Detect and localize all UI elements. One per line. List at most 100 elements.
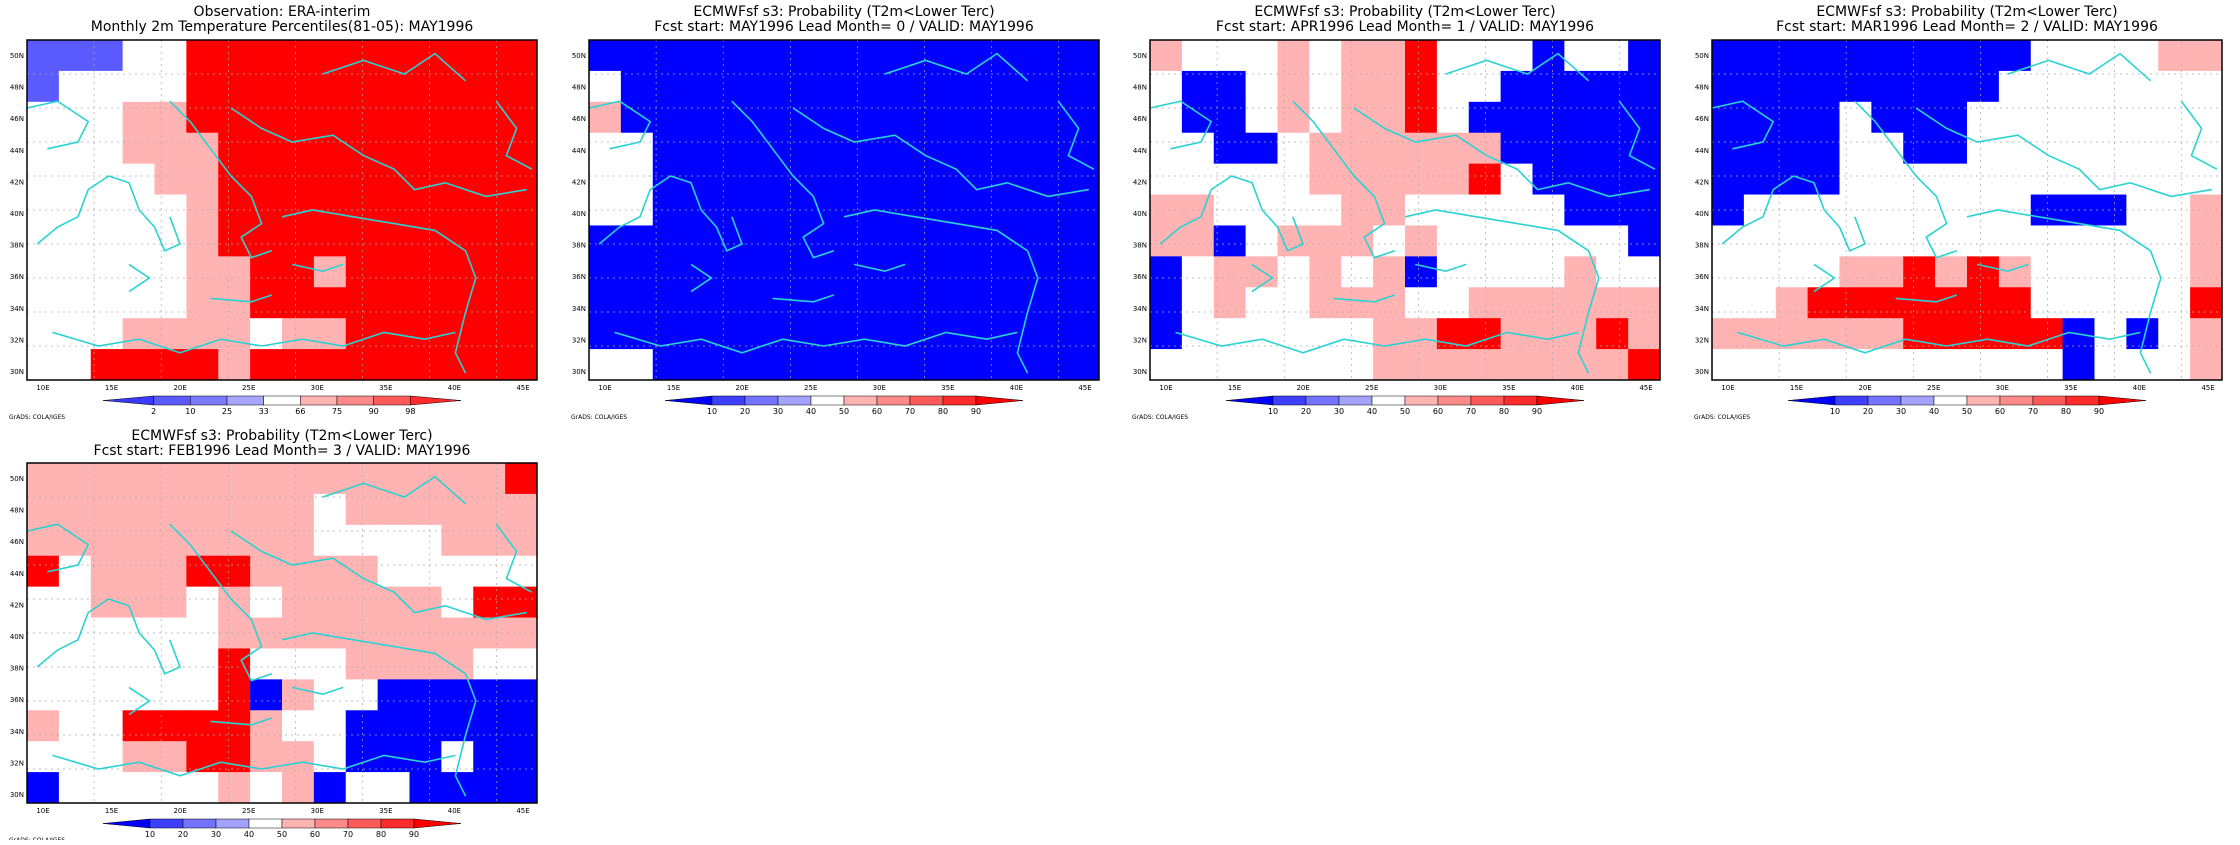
grid-cell xyxy=(1277,163,1310,196)
grid-cell xyxy=(473,132,506,165)
grid-cell xyxy=(1468,40,1502,72)
grid-cell xyxy=(154,318,187,350)
lat-tick-label: 34N xyxy=(10,305,24,313)
grid-cell xyxy=(812,70,845,103)
colorbar-segment xyxy=(336,395,374,406)
grid-cell xyxy=(441,772,474,804)
colorbar-label: 20 xyxy=(1301,407,1311,416)
grid-cell xyxy=(1998,225,2032,257)
grid-cell xyxy=(218,318,251,350)
grid-cell xyxy=(875,225,909,257)
grid-cell xyxy=(154,524,187,557)
grid-cell xyxy=(1712,318,1745,350)
grid-cell xyxy=(505,349,538,381)
coastline xyxy=(26,523,90,573)
grid-cell xyxy=(58,710,92,742)
grid-cell xyxy=(1532,132,1565,165)
map-frame xyxy=(1711,39,2223,381)
grid-cell xyxy=(1150,318,1183,350)
grid-cell xyxy=(473,741,506,773)
colorbar-label: 40 xyxy=(244,830,254,839)
grid-cell xyxy=(345,741,379,773)
grid-cell xyxy=(2190,40,2223,72)
grid-cell xyxy=(1807,287,1840,319)
grid-cell xyxy=(2062,132,2095,165)
grid-cell xyxy=(1743,132,1777,165)
grid-cell xyxy=(90,710,124,742)
grid-cell xyxy=(345,617,379,649)
lon-tick-label: 30E xyxy=(873,384,886,392)
grid-cell xyxy=(1213,101,1247,134)
grid-cell xyxy=(2094,349,2127,381)
colorbar-segment xyxy=(1933,395,1968,406)
grid-cell xyxy=(1935,40,1968,72)
grid-cell xyxy=(1775,349,1809,381)
lat-tick-label: 44N xyxy=(1133,147,1147,155)
grid-cell xyxy=(27,493,60,526)
grid-cell xyxy=(716,70,749,103)
grid-cell xyxy=(652,40,686,72)
grid-cell xyxy=(716,225,749,257)
grid-cell xyxy=(971,318,1004,350)
lon-tick-label: 25E xyxy=(1365,384,1378,392)
grid-cell xyxy=(1181,132,1215,165)
grid-cell xyxy=(1373,194,1406,226)
grid-cell xyxy=(1181,101,1215,134)
coastline xyxy=(210,294,273,303)
grid-cell xyxy=(409,349,442,381)
grid-cell xyxy=(780,70,813,103)
grid-cell xyxy=(780,194,813,226)
grid-cell xyxy=(1067,256,1100,288)
grid-cell xyxy=(1003,256,1036,288)
grid-cell xyxy=(90,349,124,381)
lat-tick-label: 32N xyxy=(1695,336,1709,344)
lon-tick-label: 15E xyxy=(105,384,118,392)
grid-cell xyxy=(441,524,474,557)
grid-cell xyxy=(716,318,749,350)
colorbar-label: 70 xyxy=(1466,407,1476,416)
grid-cell xyxy=(1628,225,1661,257)
lat-tick-label: 30N xyxy=(10,791,24,799)
coastline xyxy=(1292,100,1396,259)
grid-cell xyxy=(844,163,877,196)
colorbar-label: 80 xyxy=(2061,407,2071,416)
grid-cell xyxy=(1468,225,1502,257)
grid-cell xyxy=(844,225,877,257)
grid-cell xyxy=(2030,101,2064,134)
grid-cell xyxy=(1807,349,1840,381)
grid-cell xyxy=(313,710,347,742)
lat-tick-label: 34N xyxy=(10,728,24,736)
grid-cell xyxy=(684,287,717,319)
grid-cell xyxy=(1903,194,1936,226)
grid-cell xyxy=(154,463,187,495)
colorbar-label: 50 xyxy=(1962,407,1972,416)
colorbar-label: 25 xyxy=(222,407,232,416)
grid-cell xyxy=(27,256,60,288)
grid-cell xyxy=(345,70,379,103)
grid-cell xyxy=(1213,225,1247,257)
grid-cell xyxy=(652,256,686,288)
grid-cell xyxy=(875,256,909,288)
grid-cell xyxy=(780,287,813,319)
lon-tick-label: 40E xyxy=(448,807,461,815)
grid-cell xyxy=(1998,163,2032,196)
colorbar-label: 20 xyxy=(740,407,750,416)
grid-cell xyxy=(875,318,909,350)
grid-cell xyxy=(1743,70,1777,103)
grid-cell xyxy=(250,524,283,557)
grid-cell xyxy=(844,349,877,381)
grid-cell xyxy=(1309,256,1342,288)
grid-cell xyxy=(409,555,442,588)
grid-cell xyxy=(122,772,155,804)
grid-cell xyxy=(1712,349,1745,381)
grid-cell xyxy=(90,524,124,557)
grid-cell xyxy=(1213,256,1247,288)
coastline xyxy=(281,632,467,675)
colorbar-segment xyxy=(1966,395,2001,406)
grid-cell xyxy=(345,463,379,495)
grid-cell xyxy=(27,679,60,711)
grid-cell xyxy=(1807,225,1840,257)
grid-cell xyxy=(58,287,92,319)
grid-cell xyxy=(1839,132,1872,165)
